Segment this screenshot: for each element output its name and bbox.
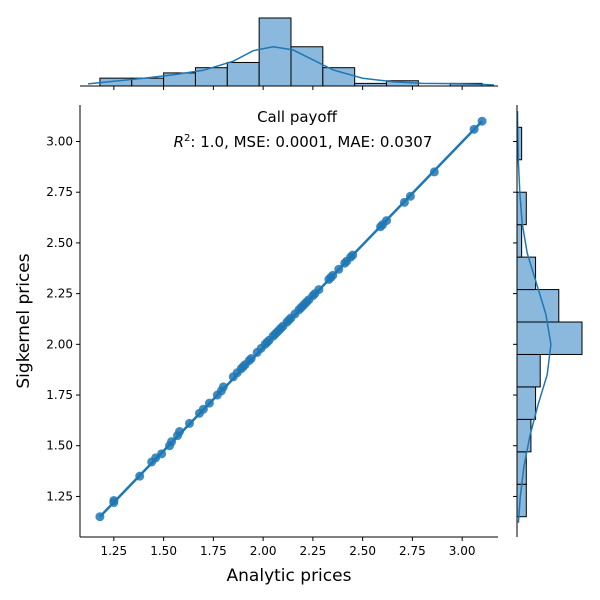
data-point xyxy=(334,264,344,274)
y-axis-ticks: 1.25 1.50 1.75 2.00 2.25 2.50 2.75 3.00 xyxy=(46,135,80,503)
x-tick-label: 2.50 xyxy=(349,544,376,558)
x-tick-label: 1.25 xyxy=(100,544,127,558)
data-point xyxy=(314,285,324,295)
data-point xyxy=(328,270,338,280)
metrics-text: : 1.0, MSE: 0.0001, MAE: 0.0307 xyxy=(190,133,432,151)
right-marginal xyxy=(513,105,583,537)
data-point xyxy=(405,191,415,201)
x-tick-label: 3.00 xyxy=(449,544,476,558)
x-tick-label: 2.00 xyxy=(250,544,277,558)
data-point xyxy=(429,167,439,177)
y-tick-label: 1.25 xyxy=(46,489,73,503)
y-tick-label: 2.50 xyxy=(46,236,73,250)
y-axis-label: Sigkernel prices xyxy=(14,253,34,388)
data-point xyxy=(348,250,358,260)
x-tick-label: 2.25 xyxy=(300,544,327,558)
main-axes: 1.25 1.50 1.75 2.00 2.25 2.50 2.75 3.00 1.25 1.5… xyxy=(46,105,498,558)
data-point xyxy=(382,216,392,226)
top-kde-curve xyxy=(87,46,495,86)
right-histogram-bar xyxy=(516,418,532,453)
x-axis-label: Analytic prices xyxy=(227,566,352,586)
y-tick-label: 2.75 xyxy=(46,185,73,199)
data-point xyxy=(477,116,487,126)
x-tick-label: 1.75 xyxy=(200,544,227,558)
data-point xyxy=(157,449,167,459)
r-squared-symbol: R xyxy=(174,133,184,151)
scatter-points xyxy=(95,116,487,522)
annotation-metrics: R2: 1.0, MSE: 0.0001, MAE: 0.0307 xyxy=(174,133,433,151)
top-marginal-ticks xyxy=(113,86,463,90)
x-tick-label: 2.75 xyxy=(399,544,426,558)
right-histogram xyxy=(516,126,583,518)
data-point xyxy=(469,124,479,134)
top-marginal xyxy=(80,17,498,90)
x-tick-label: 1.50 xyxy=(150,544,177,558)
top-histogram-bar xyxy=(322,67,356,87)
annotation-title: Call payoff xyxy=(257,108,338,126)
y-tick-label: 1.50 xyxy=(46,439,73,453)
y-tick-label: 2.00 xyxy=(46,337,73,351)
data-point xyxy=(399,197,409,207)
right-histogram-bar xyxy=(516,224,523,258)
data-point xyxy=(175,427,185,437)
data-point xyxy=(167,437,177,447)
y-tick-label: 1.75 xyxy=(46,388,73,402)
y-tick-label: 2.25 xyxy=(46,287,73,301)
right-histogram-bar xyxy=(516,289,560,323)
top-histogram-bar xyxy=(258,17,292,87)
right-kde-curve xyxy=(516,111,552,523)
data-point xyxy=(198,404,208,414)
data-point xyxy=(109,495,119,505)
right-histogram-bar xyxy=(516,353,541,388)
right-histogram-bar xyxy=(516,386,537,420)
r-squared-superscript: 2 xyxy=(184,133,190,144)
y-tick-label: 3.00 xyxy=(46,135,73,149)
top-histogram-bar xyxy=(290,46,324,87)
data-point xyxy=(95,512,105,522)
top-histogram-bar xyxy=(226,61,260,87)
data-point xyxy=(184,418,194,428)
data-point xyxy=(204,398,214,408)
data-point xyxy=(246,354,256,364)
top-histogram xyxy=(99,17,483,87)
data-point xyxy=(218,382,228,392)
x-axis-ticks: 1.25 1.50 1.75 2.00 2.25 2.50 2.75 3.00 xyxy=(100,537,476,558)
data-point xyxy=(135,471,145,481)
right-marginal-ticks xyxy=(513,141,517,497)
